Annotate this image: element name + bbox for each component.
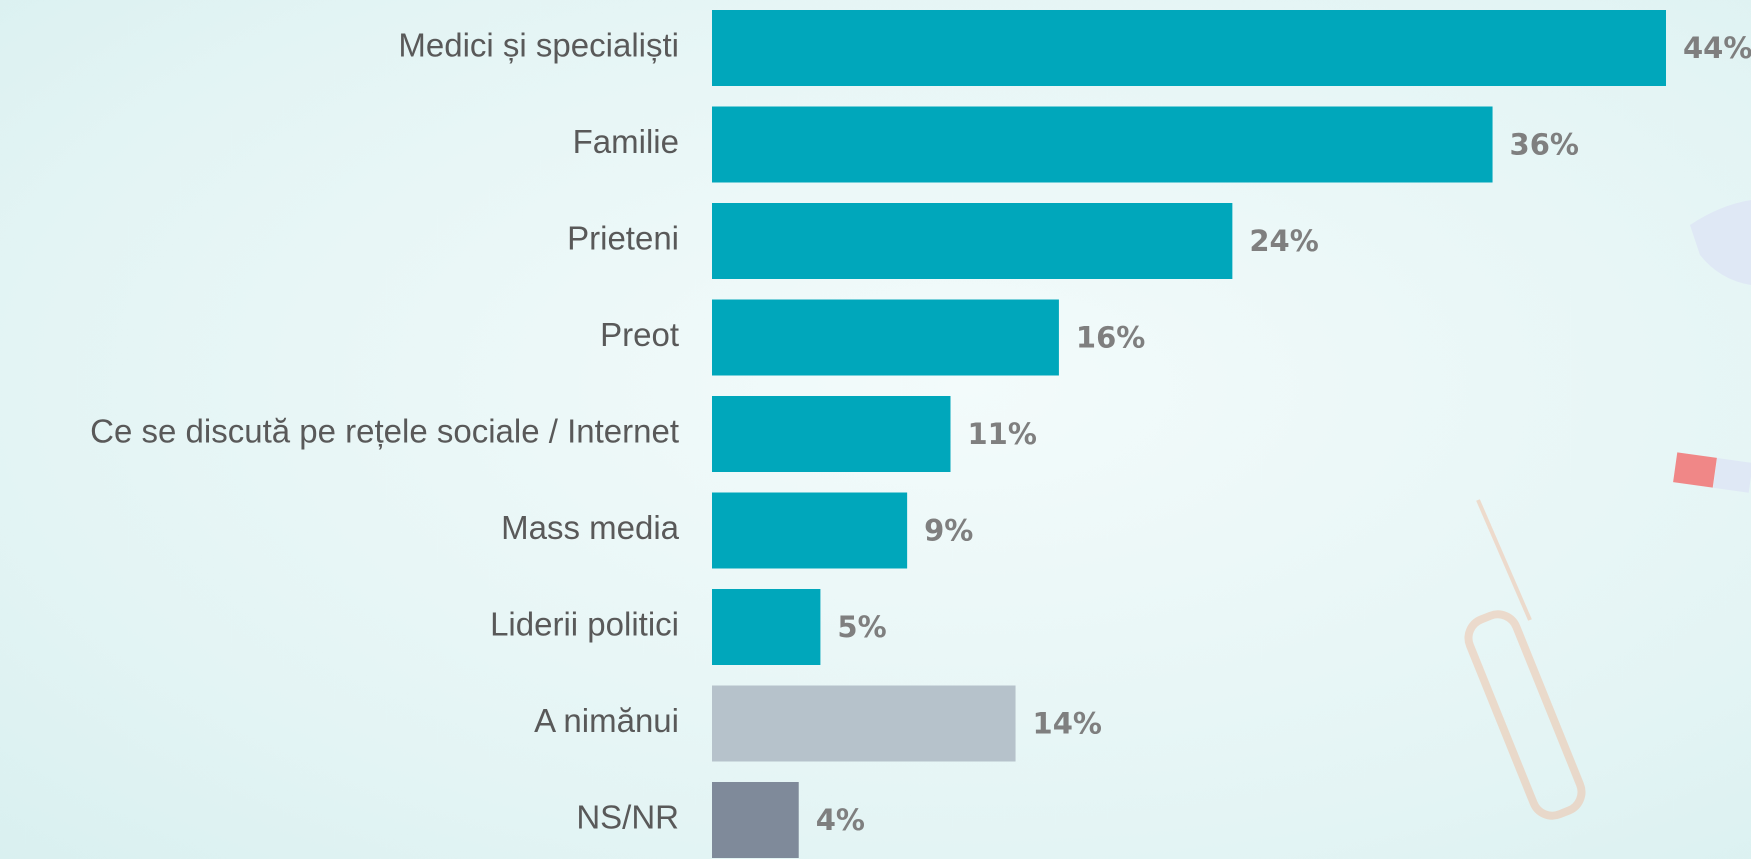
value-label: 14% — [1033, 707, 1102, 741]
value-label: 4% — [816, 803, 865, 837]
bar — [712, 492, 908, 569]
bar — [712, 589, 821, 665]
category-label: NS/NR — [576, 799, 679, 836]
bar — [712, 396, 951, 472]
value-label: 5% — [837, 610, 886, 644]
category-label: Ce se discută pe rețele sociale / Intern… — [90, 413, 679, 450]
category-label: Familie — [573, 123, 679, 160]
bar — [712, 203, 1233, 279]
bar — [712, 106, 1493, 183]
bar — [712, 782, 799, 858]
bar — [712, 299, 1059, 376]
value-label: 24% — [1249, 224, 1318, 258]
category-label: A nimănui — [534, 702, 679, 739]
category-label: Mass media — [501, 509, 680, 546]
bar — [712, 685, 1016, 762]
category-label: Preot — [600, 316, 679, 353]
decoration — [1713, 458, 1751, 493]
value-label: 44% — [1683, 31, 1751, 65]
category-label: Liderii politici — [490, 606, 679, 643]
decoration — [1690, 200, 1751, 285]
decoration — [1464, 499, 1586, 820]
value-label: 16% — [1076, 321, 1145, 355]
bar — [712, 10, 1666, 86]
value-label: 36% — [1510, 128, 1579, 162]
category-label: Prieteni — [567, 220, 679, 257]
value-label: 9% — [924, 514, 973, 548]
category-label: Medici și specialiști — [398, 27, 679, 64]
value-label: 11% — [968, 417, 1037, 451]
decoration — [1673, 452, 1717, 488]
